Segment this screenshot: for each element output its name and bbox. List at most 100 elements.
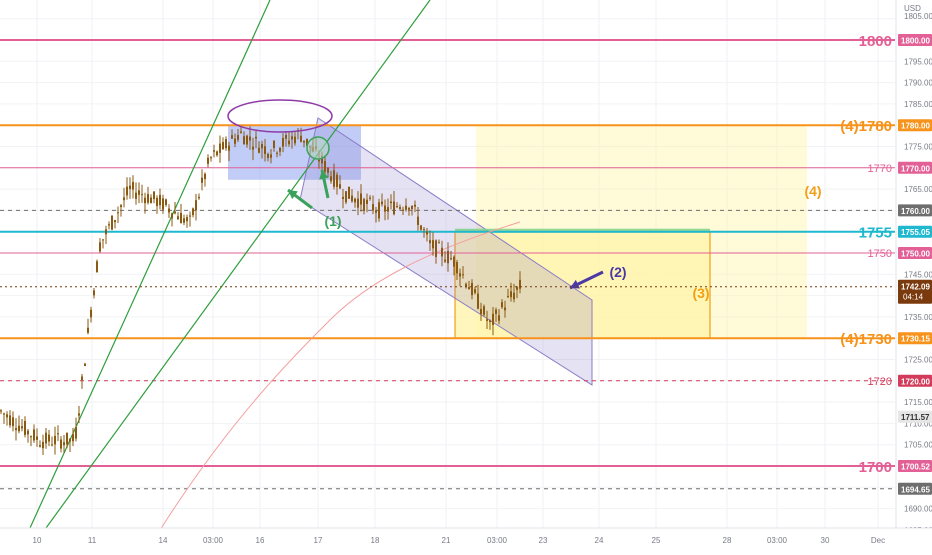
candle-body	[129, 185, 131, 190]
candle-body	[339, 184, 341, 189]
candle-body	[474, 289, 476, 293]
time-tick: 21	[442, 536, 451, 545]
candle-body	[405, 205, 407, 210]
price-tag-bg-3	[898, 204, 932, 217]
time-tick: 24	[595, 536, 604, 545]
price-tag-8: 1711.57	[901, 413, 930, 422]
countdown-label: 04:14	[903, 293, 924, 302]
candle-body	[342, 196, 344, 199]
uptrend-upper-line	[19, 0, 271, 551]
candle-body	[264, 146, 266, 154]
candle-body	[72, 434, 74, 442]
candle-body	[420, 225, 422, 230]
candle-body	[192, 208, 194, 216]
candle-body	[153, 191, 155, 200]
candle-body	[375, 210, 377, 213]
candle-body	[348, 186, 350, 199]
candle-body	[66, 432, 68, 445]
time-tick: 10	[33, 536, 42, 545]
candle-body	[225, 139, 227, 149]
candle-body	[114, 220, 116, 223]
time-tick: Dec	[871, 536, 885, 545]
candle-body	[30, 436, 32, 438]
candle-body	[78, 413, 80, 416]
arrow-2-head	[570, 279, 580, 289]
candle-body	[39, 445, 41, 447]
pivot-circle	[306, 136, 330, 160]
candle-body	[138, 190, 140, 195]
price-tag-6: 1730.15	[901, 335, 930, 344]
candle-body	[207, 157, 209, 164]
candle-body	[432, 240, 434, 249]
candle-body	[189, 215, 191, 217]
candle-body	[147, 194, 149, 203]
time-tick: 28	[723, 536, 732, 545]
price-tag-bg-10	[898, 482, 932, 495]
candle-body	[258, 147, 260, 153]
time-tick: 17	[314, 536, 323, 545]
candle-body	[291, 136, 293, 140]
candle-body	[447, 250, 449, 264]
candle-body	[150, 197, 152, 204]
candle-body	[273, 140, 275, 149]
price-tag-4: 1755.05	[901, 228, 930, 237]
candle-body	[123, 197, 125, 201]
top-ellipse	[227, 99, 333, 133]
level-label-5: 1750	[868, 248, 892, 260]
wave-2-label: (2)	[609, 264, 626, 280]
candle-body	[489, 320, 491, 323]
time-tick: 03:00	[767, 536, 788, 545]
level-label-6: (4)1730	[840, 331, 892, 348]
candle-body	[12, 417, 14, 427]
candle-body	[462, 274, 464, 276]
level-label-9: 1700	[859, 459, 892, 476]
price-scale-bg	[896, 0, 932, 550]
price-tick: 1745.00	[904, 270, 932, 279]
candle-body	[183, 218, 185, 223]
time-tick: 11	[88, 536, 97, 545]
candle-body	[384, 205, 386, 212]
candle-body	[480, 308, 482, 315]
level-label-0: 1800	[859, 33, 892, 50]
candle-body	[324, 161, 326, 172]
price-tag-0: 1800.00	[901, 37, 930, 46]
candle-body	[177, 216, 179, 220]
price-tag-10: 1694.65	[901, 485, 930, 494]
candle-body	[498, 315, 500, 321]
candle-body	[36, 436, 38, 440]
candle-body	[441, 247, 443, 257]
price-tag-bg-2	[898, 161, 932, 174]
candle-body	[504, 307, 506, 311]
candle-body	[453, 256, 455, 267]
candle-body	[105, 229, 107, 235]
candle-body	[51, 444, 53, 446]
candle-body	[357, 198, 359, 208]
price-tick-top: 1805.00	[904, 12, 932, 21]
candle-body	[300, 135, 302, 142]
candle-body	[306, 138, 308, 146]
price-tag-bg-6	[898, 332, 932, 345]
candle-body	[270, 154, 272, 158]
price-tick: 1765.00	[904, 185, 932, 194]
candle-body	[162, 198, 164, 210]
candle-body	[294, 136, 296, 144]
candle-body	[507, 296, 509, 298]
candle-body	[444, 259, 446, 262]
candle-body	[171, 213, 173, 219]
candle-body	[96, 261, 98, 273]
candle-body	[492, 313, 494, 325]
candle-body	[351, 195, 353, 202]
candle-body	[81, 376, 83, 381]
candle-body	[345, 191, 347, 203]
price-tag-5: 1750.00	[901, 250, 930, 259]
candle-body	[57, 433, 59, 435]
candle-body	[261, 143, 263, 149]
candle-body	[282, 137, 284, 147]
price-tag-1: 1780.00	[901, 122, 930, 131]
candle-body	[468, 287, 470, 290]
price-tag-9: 1700.52	[901, 463, 930, 472]
candle-body	[408, 207, 410, 210]
candle-body	[477, 293, 479, 309]
